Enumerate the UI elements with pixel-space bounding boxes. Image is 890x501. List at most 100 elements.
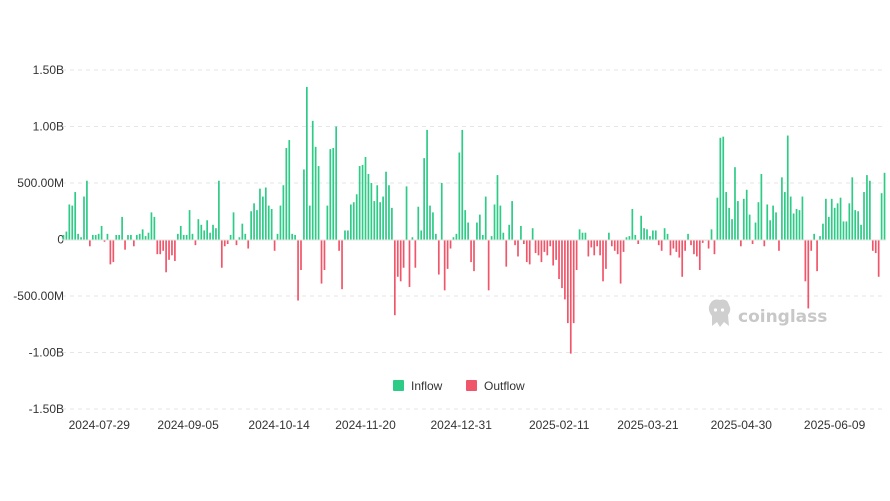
inflow-bar[interactable] [830,198,833,240]
inflow-bar[interactable] [880,193,883,240]
outflow-bar[interactable] [713,239,716,255]
inflow-bar[interactable] [490,236,493,240]
inflow-bar[interactable] [206,220,208,240]
inflow-bar[interactable] [640,215,642,240]
inflow-bar[interactable] [364,157,367,240]
outflow-bar[interactable] [89,239,91,247]
inflow-bar[interactable] [317,166,320,240]
inflow-bar[interactable] [435,233,437,240]
inflow-bar[interactable] [349,204,352,240]
inflow-bar[interactable] [241,223,244,240]
inflow-bar[interactable] [461,129,464,240]
inflow-bar[interactable] [147,232,150,240]
inflow-bar[interactable] [238,237,241,240]
outflow-bar[interactable] [684,239,686,251]
outflow-bar[interactable] [273,239,276,251]
inflow-bar[interactable] [218,180,220,240]
inflow-bar[interactable] [267,205,270,240]
inflow-bar[interactable] [250,211,252,240]
outflow-bar[interactable] [540,239,543,263]
outflow-bar[interactable] [669,239,672,256]
inflow-bar[interactable] [229,234,232,240]
outflow-bar[interactable] [605,239,607,269]
inflow-bar[interactable] [144,236,147,240]
inflow-bar[interactable] [455,233,458,240]
inflow-bar[interactable] [373,201,376,240]
inflow-bar[interactable] [71,205,74,240]
inflow-bar[interactable] [127,234,129,240]
inflow-bar[interactable] [335,126,338,240]
inflow-bar[interactable] [772,205,774,240]
outflow-bar[interactable] [525,239,528,263]
outflow-bar[interactable] [393,239,396,316]
outflow-bar[interactable] [402,239,405,268]
outflow-bar[interactable] [558,239,560,280]
inflow-bar[interactable] [197,219,200,240]
outflow-bar[interactable] [341,239,343,290]
inflow-bar[interactable] [411,237,414,240]
outflow-bar[interactable] [555,239,557,260]
outflow-bar[interactable] [877,239,880,277]
outflow-bar[interactable] [816,239,818,272]
outflow-bar[interactable] [552,239,555,266]
inflow-bar[interactable] [150,212,153,240]
inflow-bar[interactable] [531,228,534,240]
outflow-bar[interactable] [132,239,135,247]
outflow-bar[interactable] [569,239,572,354]
outflow-bar[interactable] [223,239,226,247]
inflow-bar[interactable] [176,233,179,240]
inflow-bar[interactable] [130,234,132,240]
inflow-bar[interactable] [420,230,423,240]
inflow-bar[interactable] [188,210,191,240]
outflow-bar[interactable] [657,239,660,246]
inflow-bar[interactable] [860,224,862,240]
inflow-bar[interactable] [643,228,645,240]
inflow-bar[interactable] [745,189,748,240]
outflow-bar[interactable] [528,239,531,265]
inflow-bar[interactable] [578,229,581,240]
inflow-bar[interactable] [754,222,757,240]
inflow-bar[interactable] [259,188,261,240]
outflow-bar[interactable] [537,239,540,256]
inflow-bar[interactable] [742,198,745,240]
outflow-bar[interactable] [660,239,663,251]
inflow-bar[interactable] [725,192,728,240]
outflow-bar[interactable] [443,239,446,291]
inflow-bar[interactable] [405,186,408,240]
inflow-bar[interactable] [839,197,842,240]
inflow-bar[interactable] [179,225,182,240]
inflow-bar[interactable] [710,229,713,240]
inflow-bar[interactable] [760,173,763,240]
inflow-bar[interactable] [382,196,384,240]
inflow-bar[interactable] [479,214,481,240]
inflow-bar[interactable] [361,164,364,240]
outflow-bar[interactable] [226,239,229,245]
inflow-bar[interactable] [291,233,294,240]
inflow-bar[interactable] [737,201,739,240]
inflow-bar[interactable] [798,210,801,240]
outflow-bar[interactable] [473,239,475,272]
outflow-bar[interactable] [561,239,563,289]
inflow-bar[interactable] [822,223,824,240]
inflow-bar[interactable] [687,233,689,240]
outflow-bar[interactable] [446,239,449,269]
inflow-bar[interactable] [728,207,730,240]
outflow-bar[interactable] [593,239,596,256]
inflow-bar[interactable] [74,192,77,240]
outflow-bar[interactable] [596,239,599,247]
inflow-bar[interactable] [757,202,760,240]
outflow-bar[interactable] [235,239,238,246]
inflow-bar[interactable] [135,234,138,240]
inflow-bar[interactable] [452,237,455,240]
inflow-bar[interactable] [781,177,783,240]
inflow-bar[interactable] [391,207,393,240]
outflow-bar[interactable] [619,239,622,284]
outflow-bar[interactable] [220,239,223,268]
inflow-bar[interactable] [775,212,777,240]
inflow-bar[interactable] [367,173,370,240]
inflow-bar[interactable] [77,233,79,240]
inflow-bar[interactable] [262,196,264,240]
inflow-bar[interactable] [376,185,379,240]
outflow-bar[interactable] [109,239,112,265]
inflow-bar[interactable] [417,206,420,240]
